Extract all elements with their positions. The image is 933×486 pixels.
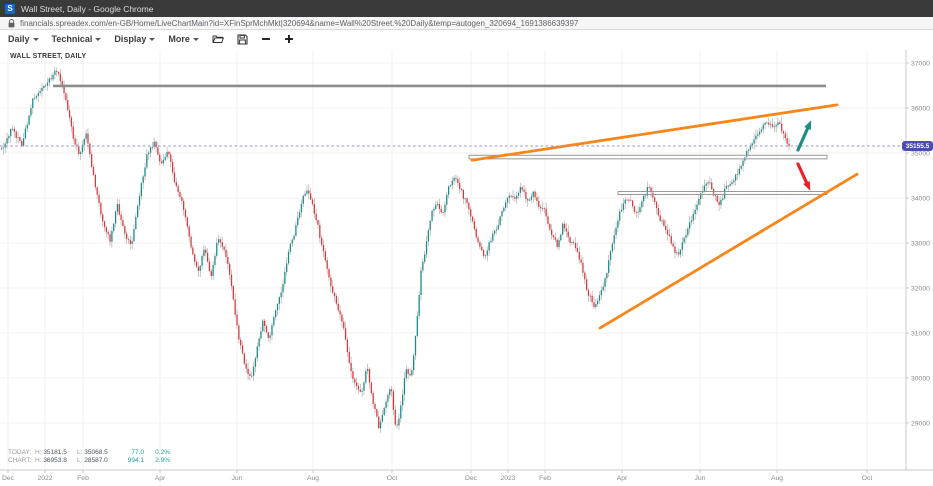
url-text[interactable]: financials.spreadex.com/en-GB/Home/LiveC… (20, 18, 579, 28)
spreadex-favicon: S (5, 3, 15, 14)
technical-menu[interactable]: Technical (52, 34, 102, 44)
zoom-out-icon[interactable] (261, 34, 271, 44)
svg-text:36000: 36000 (911, 105, 930, 112)
legend-today-row: TODAY: H: 35181.5 L: 35068.5 77.0 0.2% (8, 449, 170, 456)
svg-text:2023: 2023 (500, 475, 515, 482)
y-axis[interactable]: 37000 36000 35000 34000 33000 32000 31000 30000… (905, 50, 930, 470)
horizontal-level-lines[interactable] (53, 84, 828, 196)
svg-text:Aug: Aug (307, 475, 319, 482)
svg-text:Oct: Oct (862, 475, 873, 482)
chevron-down-icon (192, 37, 199, 41)
svg-text:2022: 2022 (37, 475, 52, 482)
svg-text:Dec: Dec (465, 475, 478, 482)
display-menu[interactable]: Display (114, 34, 156, 44)
svg-text:Oct: Oct (387, 475, 398, 482)
svg-text:30000: 30000 (911, 375, 930, 382)
arrow-annotations[interactable] (796, 120, 812, 191)
chart-grid (0, 50, 906, 470)
svg-text:Jun: Jun (232, 475, 243, 482)
svg-text:37000: 37000 (911, 60, 930, 67)
zoom-in-icon[interactable] (284, 34, 294, 44)
svg-text:29000: 29000 (911, 420, 930, 427)
svg-text:Jun: Jun (695, 475, 706, 482)
svg-text:Apr: Apr (155, 475, 166, 482)
svg-text:Aug: Aug (771, 475, 783, 482)
price-candles (0, 66, 790, 434)
svg-text:35000: 35000 (911, 150, 930, 157)
svg-text:33000: 33000 (911, 240, 930, 247)
current-price-badge: 35155.5 (902, 141, 933, 151)
x-axis[interactable]: Dec 2022 Feb Apr Jun Aug Oct Dec 2023 Feb Apr Jun Au… (0, 469, 933, 482)
svg-text:32000: 32000 (911, 285, 930, 292)
svg-text:Dec: Dec (2, 475, 15, 482)
ohlc-legend: TODAY: H: 35181.5 L: 35068.5 77.0 0.2% C… (8, 449, 170, 465)
trendlines[interactable] (470, 103, 859, 330)
browser-title-bar: S Wall Street, Daily - Google Chrome (0, 0, 933, 17)
legend-chart-row: CHART: H: 36953.8 L: 28587.0 994.1 2.9% (8, 457, 170, 464)
chevron-down-icon (149, 37, 156, 41)
address-bar[interactable]: financials.spreadex.com/en-GB/Home/LiveC… (0, 17, 933, 30)
svg-text:34000: 34000 (911, 195, 930, 202)
chevron-down-icon (95, 37, 102, 41)
window-title: Wall Street, Daily - Google Chrome (21, 3, 154, 14)
open-chart-icon[interactable] (212, 34, 224, 44)
period-menu[interactable]: Daily (8, 34, 39, 44)
save-icon[interactable] (237, 33, 248, 45)
svg-text:Feb: Feb (77, 475, 89, 482)
lock-icon (8, 18, 15, 28)
svg-text:31000: 31000 (911, 330, 930, 337)
svg-text:Feb: Feb (539, 475, 551, 482)
chevron-down-icon (32, 37, 39, 41)
svg-text:Apr: Apr (617, 475, 628, 482)
chart-toolbar: Daily Technical Display More (0, 30, 933, 48)
chart-title: WALL STREET, DAILY (10, 53, 87, 60)
more-menu[interactable]: More (168, 34, 199, 44)
